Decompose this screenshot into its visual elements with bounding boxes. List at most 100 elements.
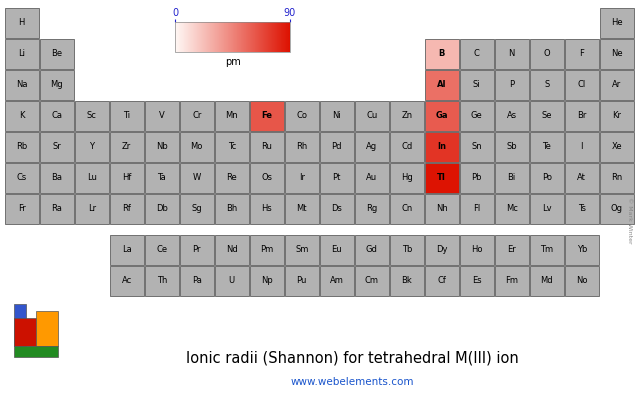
Text: Hf: Hf bbox=[122, 173, 131, 182]
Bar bbox=[600, 70, 634, 100]
Bar bbox=[495, 101, 529, 130]
Bar bbox=[600, 39, 634, 68]
Bar bbox=[530, 101, 563, 130]
Text: Pb: Pb bbox=[472, 173, 482, 182]
Text: Th: Th bbox=[157, 276, 167, 285]
Bar bbox=[565, 132, 598, 162]
Bar bbox=[530, 235, 563, 264]
Text: Sm: Sm bbox=[295, 245, 308, 254]
Bar bbox=[75, 101, 109, 130]
Bar bbox=[565, 39, 598, 68]
Text: Sg: Sg bbox=[191, 204, 202, 213]
Text: Fe: Fe bbox=[261, 111, 272, 120]
Bar bbox=[215, 235, 248, 264]
Bar bbox=[425, 163, 458, 192]
Text: Te: Te bbox=[542, 142, 551, 151]
Bar bbox=[215, 101, 248, 130]
Text: He: He bbox=[611, 18, 623, 27]
Text: Dy: Dy bbox=[436, 245, 447, 254]
Bar bbox=[355, 235, 388, 264]
Bar bbox=[5, 132, 38, 162]
Text: Cr: Cr bbox=[192, 111, 202, 120]
Text: Ac: Ac bbox=[122, 276, 132, 285]
Bar bbox=[320, 266, 353, 296]
Bar bbox=[145, 194, 179, 224]
Text: Rh: Rh bbox=[296, 142, 307, 151]
Bar bbox=[460, 266, 493, 296]
Text: Cd: Cd bbox=[401, 142, 412, 151]
Text: Ta: Ta bbox=[157, 173, 166, 182]
Bar bbox=[460, 194, 493, 224]
Bar bbox=[215, 163, 248, 192]
Text: Au: Au bbox=[366, 173, 378, 182]
Text: Gd: Gd bbox=[366, 245, 378, 254]
Text: At: At bbox=[577, 173, 586, 182]
Text: B: B bbox=[438, 49, 445, 58]
Text: Pa: Pa bbox=[192, 276, 202, 285]
Text: Pt: Pt bbox=[333, 173, 341, 182]
Text: Sr: Sr bbox=[52, 142, 61, 151]
Bar bbox=[320, 163, 353, 192]
Text: Co: Co bbox=[296, 111, 307, 120]
Bar bbox=[40, 39, 74, 68]
Bar bbox=[390, 194, 424, 224]
Bar bbox=[145, 132, 179, 162]
Bar bbox=[425, 266, 458, 296]
Bar bbox=[460, 70, 493, 100]
Text: Ba: Ba bbox=[51, 173, 62, 182]
Bar bbox=[320, 235, 353, 264]
Text: Db: Db bbox=[156, 204, 168, 213]
Bar bbox=[250, 163, 284, 192]
Text: Bk: Bk bbox=[401, 276, 412, 285]
Bar bbox=[285, 235, 319, 264]
Text: Tm: Tm bbox=[540, 245, 554, 254]
Bar bbox=[460, 101, 493, 130]
Bar bbox=[355, 101, 388, 130]
Bar bbox=[180, 132, 214, 162]
Bar bbox=[425, 101, 458, 130]
Text: Am: Am bbox=[330, 276, 344, 285]
Text: Ar: Ar bbox=[612, 80, 621, 89]
Bar bbox=[495, 70, 529, 100]
Bar bbox=[36, 311, 58, 346]
Bar bbox=[600, 163, 634, 192]
Text: Ts: Ts bbox=[578, 204, 586, 213]
Text: As: As bbox=[507, 111, 517, 120]
Text: Pd: Pd bbox=[332, 142, 342, 151]
Bar bbox=[495, 194, 529, 224]
Bar bbox=[5, 70, 38, 100]
Text: Br: Br bbox=[577, 111, 586, 120]
Bar bbox=[565, 70, 598, 100]
Bar bbox=[75, 194, 109, 224]
Bar bbox=[40, 163, 74, 192]
Bar bbox=[425, 235, 458, 264]
Bar bbox=[530, 266, 563, 296]
Bar bbox=[530, 163, 563, 192]
Bar bbox=[390, 163, 424, 192]
Text: H: H bbox=[19, 18, 25, 27]
Bar bbox=[390, 101, 424, 130]
Bar bbox=[180, 194, 214, 224]
Text: Bi: Bi bbox=[508, 173, 516, 182]
Bar bbox=[495, 266, 529, 296]
Text: Fm: Fm bbox=[505, 276, 518, 285]
Bar bbox=[565, 235, 598, 264]
Text: Cm: Cm bbox=[365, 276, 379, 285]
Text: © Mark Winter: © Mark Winter bbox=[627, 197, 632, 243]
Bar bbox=[390, 132, 424, 162]
Text: Mn: Mn bbox=[225, 111, 238, 120]
Text: Tc: Tc bbox=[228, 142, 236, 151]
Bar bbox=[40, 132, 74, 162]
Text: Fl: Fl bbox=[473, 204, 481, 213]
Text: Kr: Kr bbox=[612, 111, 621, 120]
Text: W: W bbox=[193, 173, 201, 182]
Bar bbox=[495, 235, 529, 264]
Text: La: La bbox=[122, 245, 132, 254]
Text: Sb: Sb bbox=[506, 142, 517, 151]
Bar bbox=[320, 132, 353, 162]
Text: Ge: Ge bbox=[471, 111, 483, 120]
Text: Md: Md bbox=[540, 276, 553, 285]
Bar bbox=[565, 194, 598, 224]
Bar bbox=[5, 194, 38, 224]
Text: Cl: Cl bbox=[578, 80, 586, 89]
